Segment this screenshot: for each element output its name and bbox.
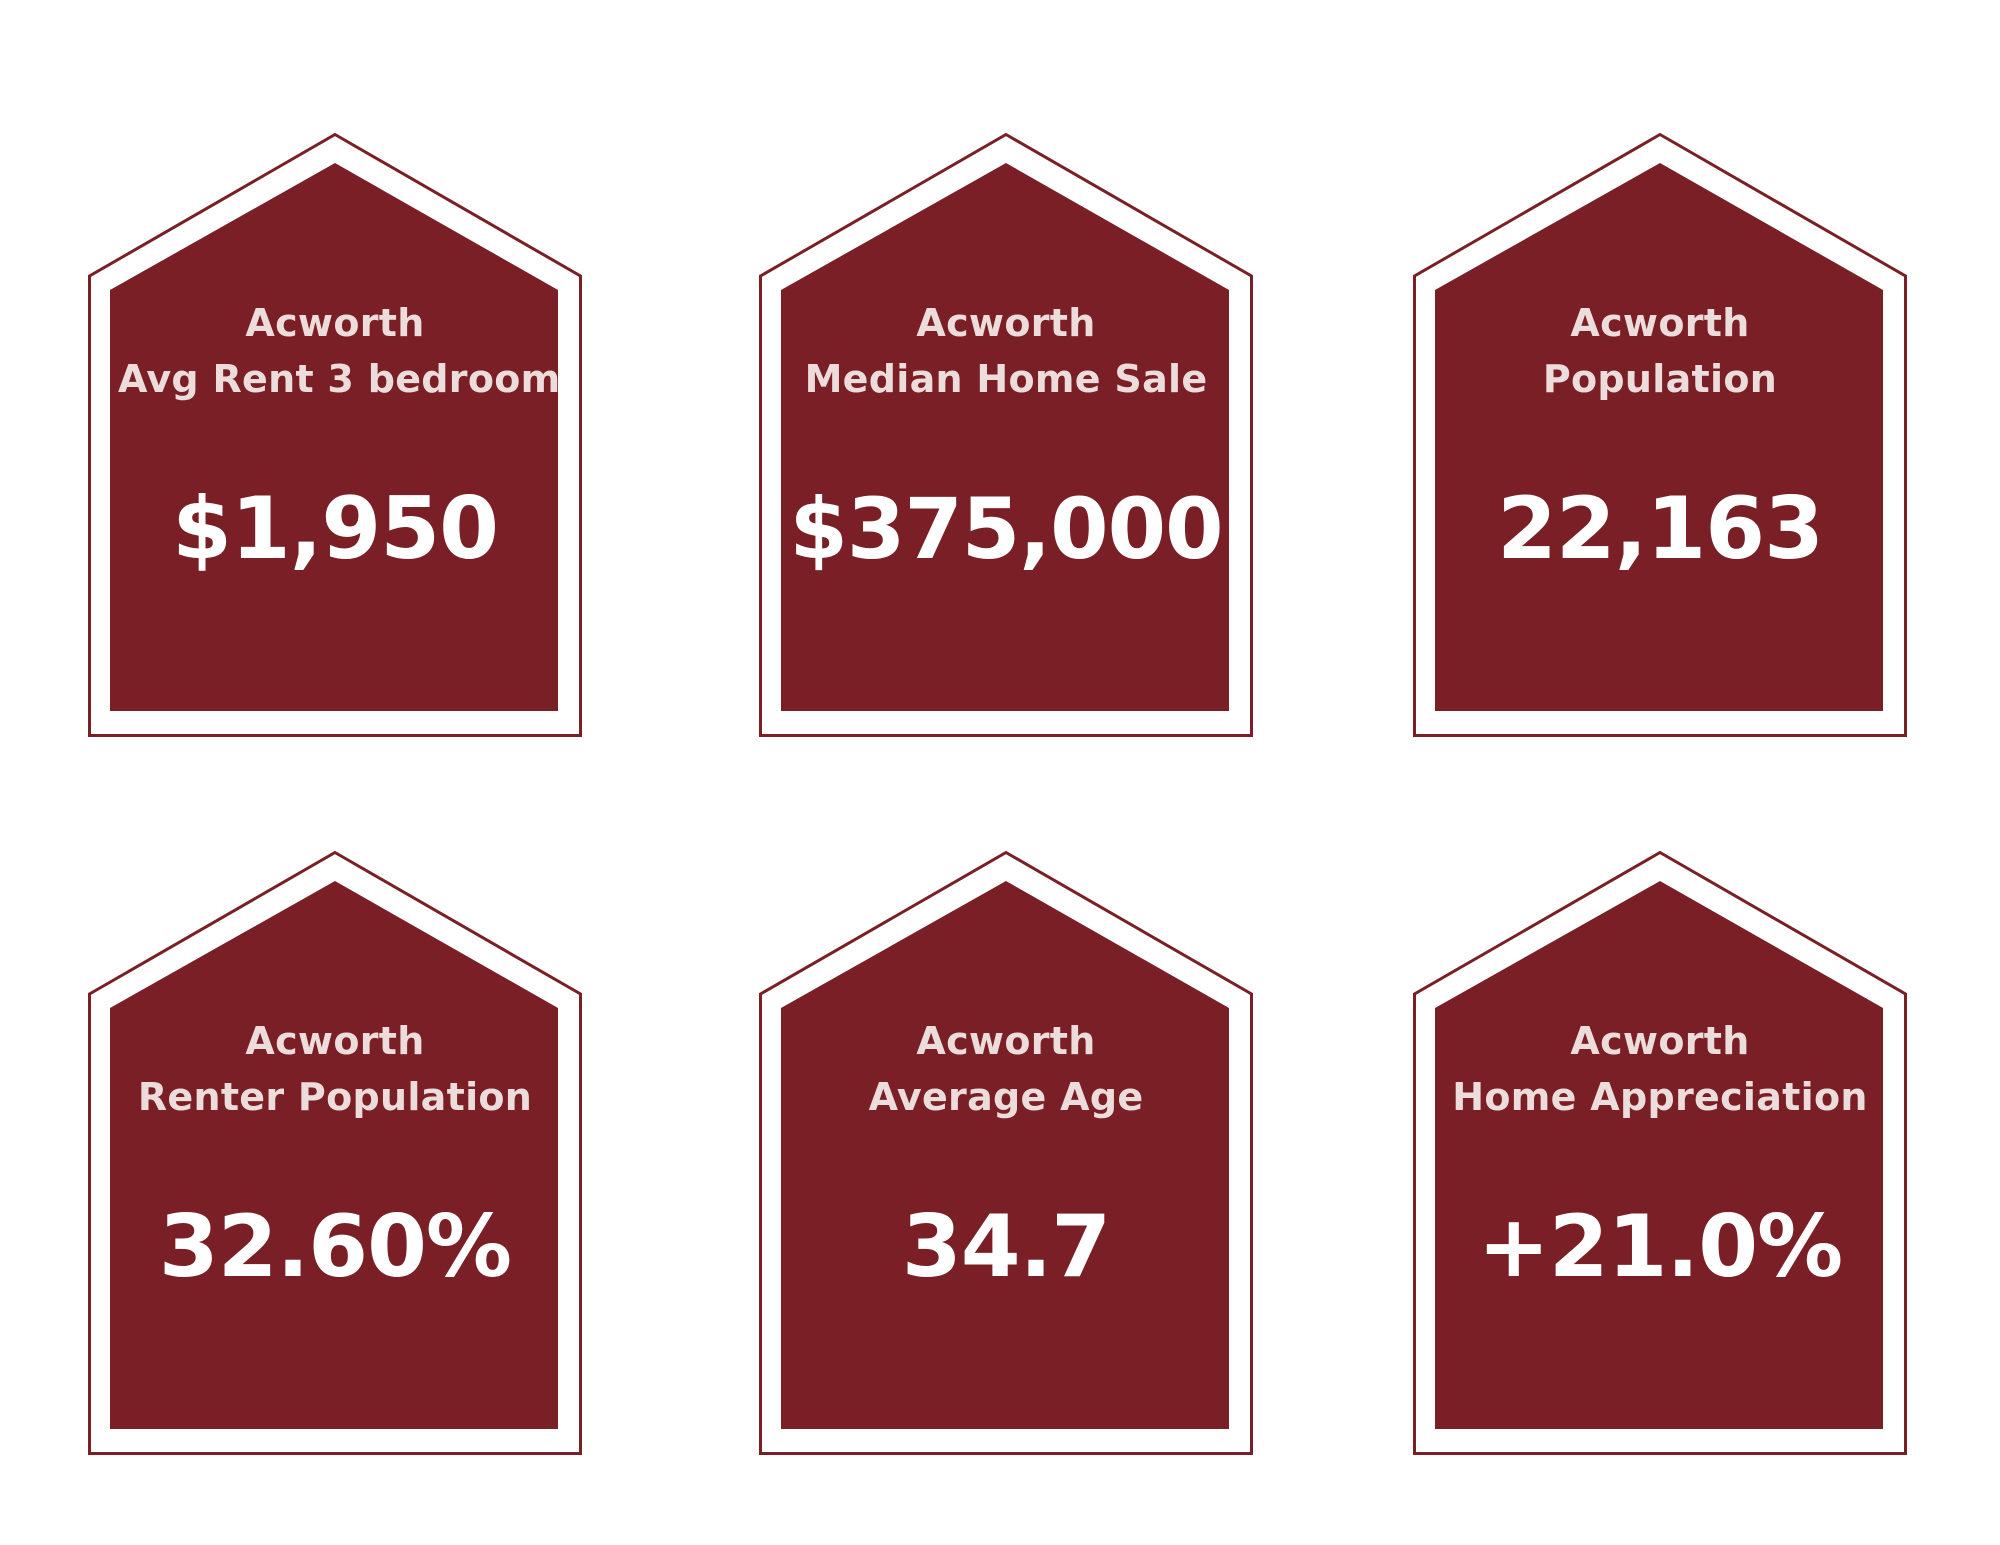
stat-card-avg-rent: Acworth Avg Rent 3 bedroom $1,950 bbox=[88, 133, 582, 737]
stat-card-average-age: Acworth Average Age 34.7 bbox=[759, 851, 1253, 1455]
card-metric: Avg Rent 3 bedroom bbox=[118, 357, 561, 401]
card-title: Acworth Median Home Sale bbox=[789, 295, 1223, 407]
stat-card-renter-population: Acworth Renter Population 32.60% bbox=[88, 851, 582, 1455]
stat-card-home-appreciation: Acworth Home Appreciation +21.0% bbox=[1413, 851, 1907, 1455]
house-shape-icon bbox=[88, 133, 582, 737]
house-shape-icon bbox=[759, 133, 1253, 737]
card-title: Acworth Population bbox=[1443, 295, 1877, 407]
card-city: Acworth bbox=[1570, 1019, 1750, 1063]
card-metric: Average Age bbox=[868, 1075, 1144, 1119]
card-title: Acworth Renter Population bbox=[118, 1013, 552, 1125]
card-value: $1,950 bbox=[172, 479, 499, 579]
card-value: 34.7 bbox=[901, 1197, 1111, 1297]
house-shape-icon bbox=[1413, 133, 1907, 737]
card-city: Acworth bbox=[245, 301, 425, 345]
card-value: $375,000 bbox=[789, 480, 1223, 578]
card-title: Acworth Home Appreciation bbox=[1443, 1013, 1877, 1125]
card-value: +21.0% bbox=[1477, 1197, 1843, 1297]
house-shape-icon bbox=[1413, 851, 1907, 1455]
card-city: Acworth bbox=[1570, 301, 1750, 345]
card-city: Acworth bbox=[916, 1019, 1096, 1063]
card-value: 32.60% bbox=[158, 1197, 512, 1297]
card-title: Acworth Avg Rent 3 bedroom bbox=[118, 295, 561, 407]
card-city: Acworth bbox=[916, 301, 1096, 345]
house-shape-icon bbox=[759, 851, 1253, 1455]
stat-card-median-home-sale: Acworth Median Home Sale $375,000 bbox=[759, 133, 1253, 737]
card-value: 22,163 bbox=[1497, 479, 1824, 579]
stat-card-population: Acworth Population 22,163 bbox=[1413, 133, 1907, 737]
card-city: Acworth bbox=[245, 1019, 425, 1063]
card-title: Acworth Average Age bbox=[789, 1013, 1223, 1125]
card-metric: Home Appreciation bbox=[1452, 1075, 1868, 1119]
house-shape-icon bbox=[88, 851, 582, 1455]
card-metric: Population bbox=[1542, 357, 1778, 401]
card-metric: Median Home Sale bbox=[804, 357, 1208, 401]
card-metric: Renter Population bbox=[137, 1075, 533, 1119]
